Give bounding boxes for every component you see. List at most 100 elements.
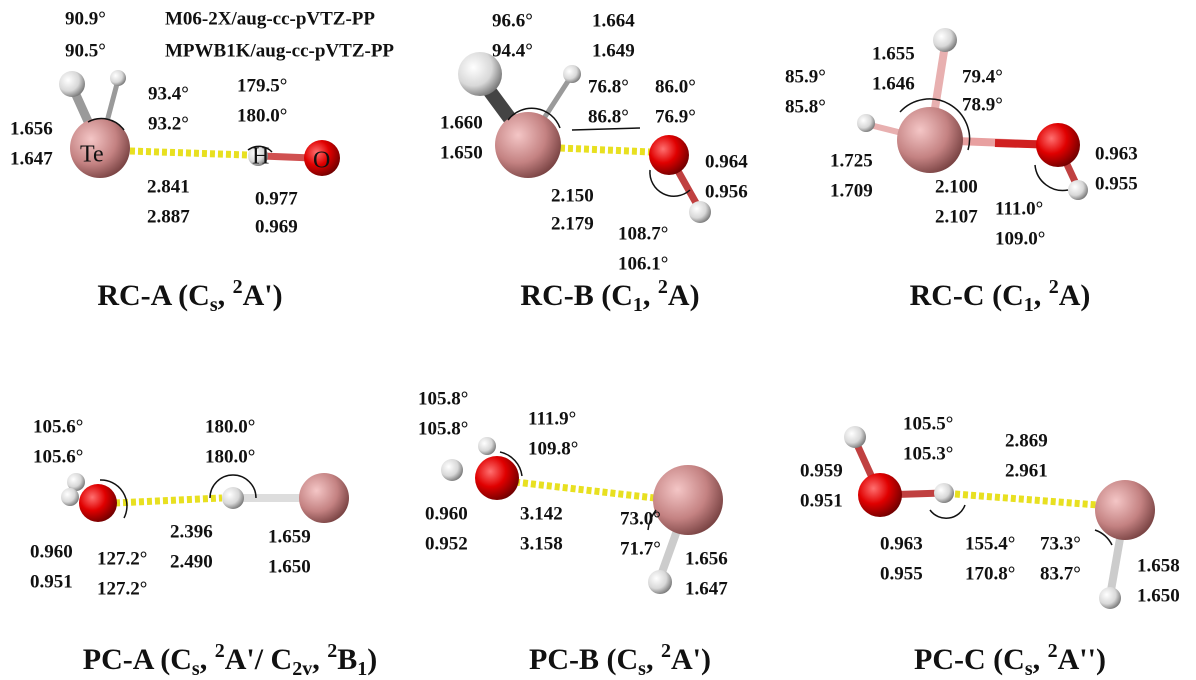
geometry-label: 1.649 — [592, 40, 635, 61]
geometry-label: 127.2° — [97, 548, 147, 569]
geometry-label: 105.8° — [418, 388, 468, 409]
panel-title: PC-B (Cs, 2A') — [529, 640, 711, 680]
title-part: 2 — [658, 276, 668, 298]
geometry-label: 85.9° — [785, 66, 826, 87]
geometry-label: 85.8° — [785, 96, 826, 117]
title-part: 2 — [327, 640, 337, 662]
geometry-label: 106.1° — [618, 253, 668, 274]
geometry-label: 2.961 — [1005, 460, 1048, 481]
panel-title: RC-B (C1, 2A) — [520, 276, 699, 316]
geometry-label: 0.964 — [705, 151, 748, 172]
panel: 105.5°105.3°2.8692.9610.9590.9510.9630.9… — [800, 413, 1180, 679]
geometry-label: 1.650 — [1137, 585, 1180, 606]
geometry-label: 0.955 — [880, 563, 923, 584]
title-part: 1 — [633, 294, 643, 316]
legend-method: MPWB1K/aug-cc-pVTZ-PP — [165, 40, 394, 61]
title-part: , — [1034, 279, 1049, 312]
atom-label: Te — [80, 142, 104, 168]
geometry-label: 0.969 — [255, 216, 298, 237]
geometry-label: 78.9° — [962, 94, 1003, 115]
legend-angle: 90.5° — [65, 40, 106, 61]
atom-label: H — [252, 144, 269, 170]
title-part: RC-A (C — [97, 279, 210, 312]
geometry-label: 86.0° — [655, 76, 696, 97]
title-part: PC-A (C — [83, 643, 192, 676]
title-part: s — [210, 294, 218, 316]
geometry-label: 0.952 — [425, 533, 468, 554]
title-part: 2 — [215, 640, 225, 662]
geometry-label: 1.659 — [268, 526, 311, 547]
title-part: 2v — [292, 658, 312, 680]
title-part: RC-B (C — [520, 279, 633, 312]
panel-title: PC-A (Cs, 2A'/ C2v, 2B1) — [83, 640, 377, 680]
geometry-label: 73.0° — [620, 508, 661, 529]
title-part: A) — [668, 279, 700, 312]
geometry-label: 105.6° — [33, 446, 83, 467]
title-part: , — [312, 643, 327, 676]
geometry-label: 3.158 — [520, 533, 563, 554]
figure: 90.9° M06-2X/aug-cc-pVTZ-PP 90.5° MPWB1K… — [0, 0, 1196, 680]
title-part: , — [1033, 643, 1048, 676]
geometry-label: 2.107 — [935, 206, 978, 227]
geometry-label: 0.955 — [1095, 173, 1138, 194]
title-part: 2 — [661, 640, 671, 662]
geometry-label: 0.963 — [880, 533, 923, 554]
geometry-label: 96.6° — [492, 10, 533, 31]
geometry-label: 71.7° — [620, 538, 661, 559]
geometry-label: 0.977 — [255, 188, 298, 209]
method-legend: 90.9° M06-2X/aug-cc-pVTZ-PP 90.5° MPWB1K… — [65, 8, 394, 61]
geometry-label: 93.4° — [148, 83, 189, 104]
geometry-label: 108.7° — [618, 223, 668, 244]
title-part: A'/ C — [225, 643, 293, 676]
title-part: s — [1025, 658, 1033, 680]
geometry-label: 0.959 — [800, 460, 843, 481]
title-part: PC-C (C — [914, 643, 1025, 676]
geometry-label: 155.4° — [965, 533, 1015, 554]
geometry-label: 105.6° — [33, 416, 83, 437]
geometry-label: 2.841 — [147, 176, 190, 197]
geometry-label: 1.656 — [685, 548, 728, 569]
title-part: PC-B (C — [529, 643, 638, 676]
title-part: A'') — [1058, 643, 1106, 676]
geometry-label: 105.5° — [903, 413, 953, 434]
title-part: A') — [671, 643, 711, 676]
geometry-label: 2.396 — [170, 521, 213, 542]
geometry-label: 1.647 — [685, 578, 728, 599]
title-part: B — [337, 643, 357, 676]
geometry-label: 1.656 — [10, 118, 53, 139]
geometry-label: 1.725 — [830, 150, 873, 171]
geometry-label: 1.646 — [872, 73, 915, 94]
geometry-label: 180.0° — [205, 446, 255, 467]
geometry-label: 73.3° — [1040, 533, 1081, 554]
panel-title: RC-A (Cs, 2A') — [97, 276, 282, 316]
geometry-label: 1.660 — [440, 112, 483, 133]
title-part: 2 — [1048, 640, 1058, 662]
legend-method: M06-2X/aug-cc-pVTZ-PP — [165, 8, 375, 29]
title-part: 2 — [1049, 276, 1059, 298]
panel: 1.6551.64685.9°85.8°79.4°78.9°1.7251.709… — [785, 43, 1138, 315]
title-part: A) — [1059, 279, 1091, 312]
panel: 105.6°105.6°180.0°180.0°2.3962.4901.6591… — [30, 416, 377, 679]
title-part: , — [646, 643, 661, 676]
title-part: RC-C (C — [910, 279, 1024, 312]
panel-title: RC-C (C1, 2A) — [910, 276, 1091, 316]
geometry-label: 109.8° — [528, 438, 578, 459]
legend-angle: 90.9° — [65, 8, 106, 29]
geometry-label: 0.960 — [30, 541, 73, 562]
geometry-label: 1.709 — [830, 180, 873, 201]
geometry-label: 1.647 — [10, 148, 53, 169]
title-part: 1 — [1024, 294, 1034, 316]
geometry-label: 180.0° — [237, 105, 287, 126]
title-part: A') — [243, 279, 283, 312]
geometry-label: 86.8° — [588, 106, 629, 127]
geometry-label: 76.8° — [588, 76, 629, 97]
geometry-label: 3.142 — [520, 503, 563, 524]
geometry-label: 170.8° — [965, 563, 1015, 584]
geometry-label: 105.3° — [903, 443, 953, 464]
geometry-label: 1.650 — [440, 142, 483, 163]
geometry-label: 109.0° — [995, 228, 1045, 249]
title-part: ) — [367, 643, 377, 676]
geometry-label: 2.150 — [551, 185, 594, 206]
geometry-label: 2.887 — [147, 206, 190, 227]
panel: 93.4°93.2°179.5°180.0°1.6561.6472.8412.8… — [10, 75, 298, 315]
